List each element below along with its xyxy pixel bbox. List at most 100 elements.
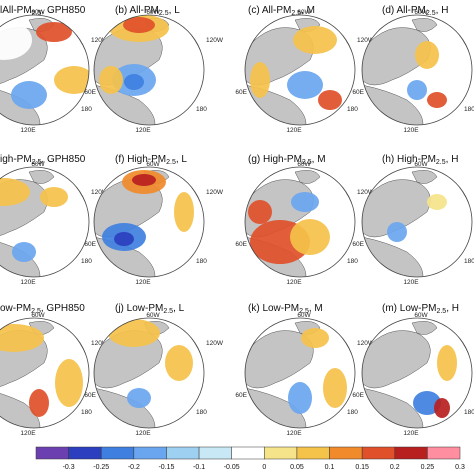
longitude-label: 60E (352, 89, 364, 96)
colorbar-swatch (35, 446, 69, 460)
anomaly-patch (108, 319, 160, 347)
longitude-label: 120E (286, 127, 302, 134)
colorbar-tick-label: -0.1 (193, 464, 205, 471)
anomaly-patch (0, 178, 30, 206)
panel-a: 60W 120W 180 60E 120E (0, 9, 109, 134)
land-eurasia (362, 179, 431, 238)
colorbar-swatch (296, 446, 330, 460)
longitude-label: 180 (464, 106, 474, 113)
anomaly-patch (301, 328, 329, 348)
longitude-label: 60E (352, 241, 364, 248)
longitude-label: 60E (84, 392, 96, 399)
anomaly-patch (387, 222, 407, 242)
colorbar-swatch (264, 446, 298, 460)
map-disk (0, 15, 89, 125)
anomaly-patch (132, 174, 156, 186)
longitude-label: 60W (146, 312, 160, 319)
longitude-label: 60W (31, 312, 45, 319)
anomaly-patch (288, 382, 312, 414)
colorbar-tick-label: -0.15 (158, 464, 174, 471)
anomaly-patch (291, 192, 319, 212)
colorbar-tick-label: -0.2 (128, 464, 140, 471)
anomaly-patch (413, 391, 441, 415)
longitude-label: 60W (146, 161, 160, 168)
map-disk (94, 167, 204, 277)
longitude-label: 180 (196, 409, 207, 416)
panel-title: (g) High-PM2.5, M (248, 154, 326, 166)
panel-d: 60W 120W 180 60E 120E (352, 9, 474, 134)
panel-f: 60W 120W 180 60E 120E (84, 161, 223, 286)
land-asia (0, 387, 41, 428)
map-disk (94, 318, 204, 428)
panel-c: 60W 120W 180 60E 120E (235, 9, 374, 134)
anomaly-patch (290, 219, 330, 255)
longitude-label: 120E (135, 430, 151, 437)
longitude-label: 60E (352, 392, 364, 399)
panel-e: 60W 120W 180 60E 120E (0, 161, 109, 286)
panel-title: igh-PM2.5, GPH850 (0, 154, 86, 166)
longitude-label: 120E (286, 279, 302, 286)
longitude-label: 60W (414, 161, 428, 168)
longitude-label: 120W (91, 189, 109, 196)
longitude-label: 180 (464, 409, 474, 416)
land-greenland (411, 321, 438, 335)
longitude-label: 120W (91, 340, 109, 347)
colorbar-swatch (133, 446, 167, 460)
longitude-label: 60W (31, 9, 45, 16)
map-border (244, 14, 356, 126)
longitude-label: 60E (235, 392, 247, 399)
anomaly-patch (427, 194, 447, 210)
longitude-label: 120W (357, 37, 375, 44)
map-disk (0, 318, 89, 428)
longitude-label: 180 (347, 409, 358, 416)
map-border (361, 317, 473, 429)
longitude-label: 60W (31, 161, 45, 168)
panel-k: 60W 120W 180 60E 120E (235, 312, 374, 437)
panel-i: 60W 120W 180 60E 120E (0, 312, 109, 437)
longitude-label: 120W (206, 189, 224, 196)
anomaly-patch (40, 187, 68, 207)
longitude-label: 120E (403, 279, 419, 286)
panel-title: (m) Low-PM2.5, H (382, 303, 459, 315)
anomaly-patch (250, 62, 270, 98)
panel-title: (h) High-PM2.5, H (382, 154, 458, 166)
anomaly-patch (407, 80, 427, 100)
anomaly-patch (434, 398, 450, 418)
land-greenland (294, 170, 321, 184)
longitude-label: 120E (403, 127, 419, 134)
anomaly-patch (174, 192, 194, 232)
anomaly-patch (287, 71, 323, 99)
longitude-label: 60E (235, 241, 247, 248)
anomaly-patch (114, 232, 134, 246)
anomaly-patch (11, 81, 47, 109)
longitude-label: 120W (91, 37, 109, 44)
anomaly-patch (427, 92, 447, 108)
map-border (244, 317, 356, 429)
longitude-label: 120W (357, 340, 375, 347)
panel-title: (k) Low-PM2.5, M (248, 303, 323, 315)
colorbar-swatch (231, 446, 265, 460)
map-disk (245, 318, 355, 428)
colorbar-swatch (427, 446, 461, 460)
longitude-label: 120E (20, 279, 36, 286)
land-greenland (28, 170, 55, 184)
longitude-label: 120E (20, 127, 36, 134)
land-eurasia (245, 330, 314, 389)
longitude-label: 60E (84, 241, 96, 248)
longitude-label: 180 (81, 409, 92, 416)
panel-h: 60W 120W 180 60E 120E (352, 161, 474, 286)
anomaly-patch (0, 324, 44, 352)
longitude-label: 60W (297, 9, 311, 16)
anomaly-patch (293, 26, 337, 54)
map-disk (245, 15, 355, 125)
map-disk (362, 15, 472, 125)
panel-j: 60W 120W 180 60E 120E (84, 312, 223, 437)
longitude-label: 120E (403, 430, 419, 437)
longitude-label: 180 (196, 106, 207, 113)
colorbar-swatch (198, 446, 232, 460)
longitude-label: 120E (20, 430, 36, 437)
panel-title: (b) All-PM2.5, L (115, 5, 180, 17)
longitude-label: 60W (414, 9, 428, 16)
map-disk (94, 15, 204, 125)
colorbar-tick-label: -0.05 (224, 464, 240, 471)
